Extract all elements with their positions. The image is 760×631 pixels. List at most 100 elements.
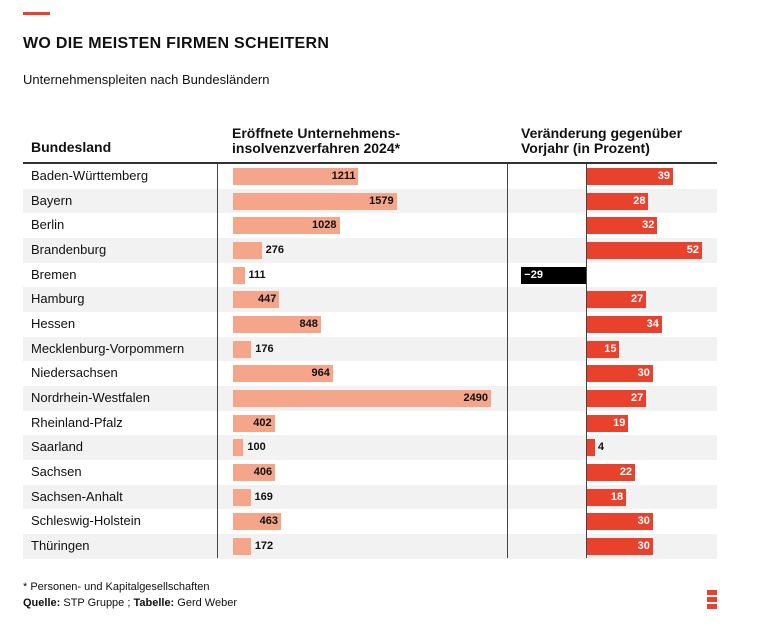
column-separator-2 [507,164,508,558]
change-value-label: 30 [637,367,650,380]
table-row: Bremen 111 −29 [23,263,717,288]
count-bar [233,168,359,185]
count-bar [233,217,340,235]
count-value-label: 111 [248,268,266,281]
count-value-label: 172 [254,540,274,553]
state-label: Sachsen-Anhalt [31,488,123,504]
count-value-label: 169 [254,490,273,503]
change-value-label: 15 [604,342,617,355]
state-label: Schleswig-Holstein [31,513,141,529]
state-label: Sachsen [31,464,82,480]
count-value-label: 176 [255,342,274,355]
count-bar [233,439,244,457]
change-bar [586,439,595,457]
count-bar [233,390,491,408]
state-label: Brandenburg [31,242,107,257]
change-bar [586,168,673,185]
change-bar [586,217,658,235]
column-header-count: Eröffnete Unternehmens- insolvenzverfahr… [232,126,400,156]
change-value-label: 30 [637,540,650,553]
count-value-label: 1028 [312,219,337,232]
change-bar [586,242,702,259]
chart-title: WO DIE MEISTEN FIRMEN SCHEITERN [23,35,330,52]
count-bar [233,266,245,284]
footnote: * Personen- und Kapitalgesellschaften [23,581,210,593]
state-label: Thüringen [31,538,90,554]
column-header-change-line1: Veränderung gegenüber [521,125,683,141]
change-value-label: 39 [657,170,670,182]
count-bar [233,192,397,210]
count-value-label: 100 [247,441,266,454]
column-header-state: Bundesland [31,139,112,155]
count-value-label: 463 [259,515,278,528]
state-label: Nordrhein-Westfalen [31,390,150,406]
change-bar [586,365,653,383]
change-bar [586,464,636,482]
table-row: Brandenburg 276 52 [23,238,717,263]
change-value-label: 34 [646,318,659,331]
accent-line [23,12,50,15]
count-bar [233,464,276,482]
change-value-label: −29 [524,268,543,281]
change-value-label: 19 [613,416,626,429]
count-value-label: 406 [253,466,273,479]
count-value-label: 402 [253,416,272,429]
state-label: Niedersachsen [31,365,118,381]
change-bar [586,340,620,358]
header-rule [23,162,717,164]
count-bar [233,291,280,309]
source-value: STP Gruppe ; [60,597,134,609]
table-row: Schleswig-Holstein 463 30 [23,509,717,534]
state-label: Baden-Württemberg [31,168,149,183]
change-bar [586,414,629,432]
count-value-label: 276 [265,244,284,256]
table-row: Saarland 100 4 [23,435,717,461]
table-row: Rheinland-Pfalz 402 19 [23,411,717,436]
change-bar [586,538,653,556]
state-label: Hessen [31,316,76,332]
change-bar [586,291,647,309]
table-row: Thüringen 172 30 [23,534,717,559]
state-label: Bayern [31,192,73,208]
count-bar [233,316,321,334]
count-bar [233,488,251,506]
count-value-label: 848 [299,318,318,331]
change-bar [586,488,627,506]
change-bar [521,266,586,284]
source-label: Quelle: [23,597,61,609]
table-row: Berlin 1028 32 [23,213,717,238]
count-bar [233,242,262,259]
state-label: Bremen [31,266,77,282]
count-bar [233,538,251,556]
table-value: Gerd Weber [174,597,238,609]
change-bar [586,390,647,408]
change-value-label: 18 [610,490,624,503]
count-bar [233,365,333,383]
count-bar [233,340,252,358]
count-value-label: 964 [311,367,330,380]
count-bar [233,414,275,432]
change-value-label: 22 [619,466,633,479]
table-row: Baden-Württemberg 1211 39 [23,164,717,189]
state-label: Berlin [31,217,65,233]
publisher-logo [707,590,717,609]
change-value-label: 30 [637,515,650,528]
state-label: Mecklenburg-Vorpommern [31,340,185,356]
table-row: Hamburg 447 27 [23,287,717,312]
change-bar [586,192,649,210]
state-label: Rheinland-Pfalz [31,414,123,430]
change-bar [586,316,662,334]
count-value-label: 447 [257,293,277,306]
change-value-label: 32 [642,219,655,232]
table-row: Niedersachsen 964 30 [23,361,717,386]
table-row: Mecklenburg-Vorpommern 176 15 [23,336,717,362]
count-value-label: 1579 [369,194,394,207]
column-header-change-line2: Vorjahr (in Prozent) [521,140,650,156]
column-header-count-line2: insolvenzverfahren 2024* [232,140,401,156]
change-value-label: 28 [633,194,646,207]
table-row: Bayern 1579 28 [23,188,717,214]
change-value-label: 27 [630,293,644,306]
table-row: Nordrhein-Westfalen 2490 27 [23,386,717,411]
state-label: Hamburg [31,291,85,307]
table-row: Sachsen-Anhalt 169 18 [23,484,717,510]
